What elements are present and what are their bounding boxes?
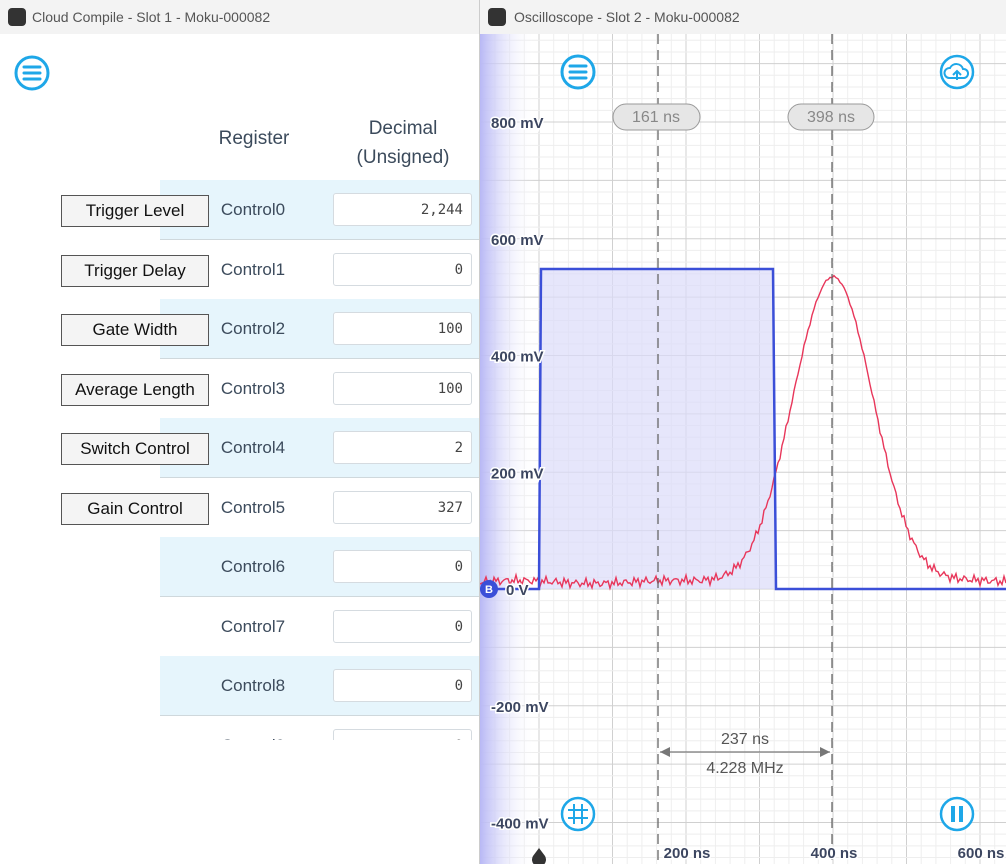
x-axis-label: 400 ns	[811, 845, 858, 862]
cloud-compile-window: Cloud Compile - Slot 1 - Moku-000082 Reg…	[0, 0, 479, 864]
register-header: Register	[218, 128, 290, 149]
register-name: Control4	[220, 438, 286, 457]
register-name: Control1	[220, 259, 286, 279]
header-line: (Unsigned)	[356, 147, 450, 168]
grid-button[interactable]	[560, 796, 596, 832]
menu-button[interactable]	[560, 54, 596, 90]
plot-area	[480, 34, 1006, 864]
register-row: Control1 0	[160, 239, 479, 300]
register-label[interactable]: Gain Control	[61, 492, 209, 525]
decimal-header: Decimal (Unsigned)	[333, 114, 473, 172]
register-label[interactable]: Average Length	[61, 373, 209, 406]
register-label[interactable]: Switch Control	[61, 433, 209, 465]
x-axis-label: 200 ns	[664, 845, 711, 862]
register-row: Control6 0	[160, 537, 479, 597]
channel-b-fill	[539, 269, 776, 589]
window-title: Oscilloscope - Slot 2 - Moku-000082	[514, 9, 740, 25]
register-row: Control3 100	[160, 358, 479, 419]
channel-marker-label: B	[485, 584, 493, 596]
register-name: Control6	[220, 557, 286, 576]
oscilloscope-window: Oscilloscope - Slot 2 - Moku-000082 800 …	[479, 0, 1006, 864]
register-row: Control7 0	[160, 596, 479, 657]
register-label[interactable]: Gate Width	[61, 314, 209, 346]
y-axis-label: -400 mV	[491, 816, 549, 833]
channel-b-trace	[480, 267, 1006, 591]
register-row: Control8 0	[160, 656, 479, 716]
value-input[interactable]: 0	[333, 609, 472, 643]
value-input[interactable]: 2	[333, 431, 472, 464]
value-input[interactable]: 0	[333, 728, 472, 740]
register-table: Control0 2,244 Trigger Level Control1 0 Trigg…	[0, 180, 479, 740]
y-axis-label: 200 mV	[491, 465, 544, 482]
value-input[interactable]: 327	[333, 490, 472, 524]
register-name: Control3	[220, 378, 286, 398]
y-axis-label: 800 mV	[491, 115, 544, 132]
title-bar: Cloud Compile - Slot 1 - Moku-000082	[0, 0, 479, 34]
register-name: Control8	[220, 676, 286, 695]
title-bar	[480, 0, 1006, 34]
channel-marker[interactable]	[480, 580, 498, 598]
register-name: Control2	[220, 319, 286, 338]
cursor-label: 398 ns	[807, 109, 855, 126]
app-icon	[488, 8, 506, 26]
pre-trigger-shade	[480, 34, 535, 864]
cursor-label: 161 ns	[632, 109, 680, 126]
value-input[interactable]: 0	[333, 669, 472, 702]
measure-interval: 237 ns	[721, 731, 769, 748]
value-input[interactable]: 2,244	[333, 193, 472, 226]
value-input[interactable]: 0	[333, 252, 472, 286]
window-title: Cloud Compile - Slot 1 - Moku-000082	[32, 9, 271, 25]
y-axis-label: 400 mV	[491, 349, 544, 366]
register-name: Control0	[220, 200, 286, 219]
register-row: Control5 327	[160, 477, 479, 538]
y-axis-label: 600 mV	[491, 232, 544, 249]
cursor-pill[interactable]	[787, 103, 875, 131]
register-label[interactable]: Trigger Delay	[61, 254, 209, 287]
header-line: Decimal	[368, 118, 438, 139]
pause-button[interactable]	[939, 796, 975, 832]
register-name: Control9	[200, 716, 306, 741]
value-input[interactable]: 0	[333, 550, 472, 583]
cursor-pill[interactable]	[612, 103, 701, 131]
value-input[interactable]: 100	[333, 371, 472, 405]
x-axis-label: 600 ns	[958, 845, 1005, 862]
menu-button[interactable]	[13, 54, 51, 92]
register-label[interactable]: Trigger Level	[61, 195, 209, 227]
x-axis-labels: 200 ns 400 ns 600 ns	[662, 844, 1006, 864]
cloud-button[interactable]	[939, 54, 975, 90]
register-row: Control4 2	[160, 418, 479, 478]
measure-frequency: 4.228 MHz	[706, 760, 783, 777]
value-input[interactable]: 100	[333, 312, 472, 345]
register-row: Control2 100	[160, 299, 479, 359]
register-row: Control0 2,244	[160, 180, 479, 240]
y-axis-labels: 800 mV 600 mV 400 mV 200 mV 0 V -200 mV -400 m…	[490, 114, 551, 835]
register-name: Control7	[220, 616, 286, 636]
register-name: Control5	[220, 497, 286, 517]
register-row: Control9 0	[160, 715, 479, 741]
y-axis-label: -200 mV	[491, 699, 549, 716]
y-axis-label: 0 V	[506, 582, 529, 599]
trigger-marker[interactable]	[532, 848, 546, 864]
channel-a-trace	[480, 274, 1006, 591]
app-icon	[8, 8, 26, 26]
